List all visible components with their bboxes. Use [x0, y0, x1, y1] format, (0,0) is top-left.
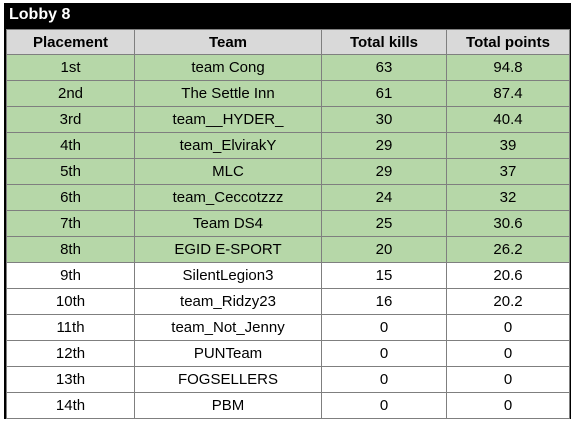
placement-cell: 12th: [6, 340, 135, 367]
team-cell: team Cong: [134, 54, 322, 81]
table-row: 9th SilentLegion3 15 20.6: [6, 262, 570, 289]
table-row: 1st team Cong 63 94.8: [6, 54, 570, 81]
points-cell: 26.2: [446, 236, 570, 263]
placement-cell: 2nd: [6, 80, 135, 107]
team-cell: team_Ceccotzzz: [134, 184, 322, 211]
team-cell: PBM: [134, 392, 322, 419]
table-row: 10th team_Ridzy23 16 20.2: [6, 288, 570, 315]
placement-cell: 4th: [6, 132, 135, 159]
column-header-total-kills: Total kills: [321, 29, 447, 55]
lobby-title: Lobby 8: [9, 6, 71, 23]
table-row: 14th PBM 0 0: [6, 392, 570, 419]
column-header-total-points: Total points: [446, 29, 570, 55]
placement-cell: 10th: [6, 288, 135, 315]
team-cell: FOGSELLERS: [134, 366, 322, 393]
placement-cell: 7th: [6, 210, 135, 237]
column-header-placement: Placement: [6, 29, 135, 55]
column-header-team: Team: [134, 29, 322, 55]
points-cell: 30.6: [446, 210, 570, 237]
points-cell: 32: [446, 184, 570, 211]
table-row: 4th team_ElvirakY 29 39: [6, 132, 570, 159]
kills-cell: 25: [321, 210, 447, 237]
team-cell: PUNTeam: [134, 340, 322, 367]
points-cell: 87.4: [446, 80, 570, 107]
points-cell: 39: [446, 132, 570, 159]
table-row: 8th EGID E-SPORT 20 26.2: [6, 236, 570, 263]
team-cell: team_Not_Jenny: [134, 314, 322, 341]
team-cell: SilentLegion3: [134, 262, 322, 289]
points-cell: 0: [446, 340, 570, 367]
team-cell: MLC: [134, 158, 322, 185]
table-row: 5th MLC 29 37: [6, 158, 570, 185]
points-cell: 0: [446, 392, 570, 419]
lobby-standings-panel: Lobby 8 Placement Team Total kills Total…: [4, 3, 571, 419]
points-cell: 0: [446, 314, 570, 341]
kills-cell: 16: [321, 288, 447, 315]
placement-cell: 11th: [6, 314, 135, 341]
placement-cell: 13th: [6, 366, 135, 393]
placement-cell: 1st: [6, 54, 135, 81]
points-cell: 20.6: [446, 262, 570, 289]
placement-cell: 3rd: [6, 106, 135, 133]
team-cell: EGID E-SPORT: [134, 236, 322, 263]
team-cell: team_ElvirakY: [134, 132, 322, 159]
points-cell: 94.8: [446, 54, 570, 81]
team-cell: team_Ridzy23: [134, 288, 322, 315]
team-cell: Team DS4: [134, 210, 322, 237]
placement-cell: 8th: [6, 236, 135, 263]
kills-cell: 61: [321, 80, 447, 107]
kills-cell: 0: [321, 314, 447, 341]
placement-cell: 5th: [6, 158, 135, 185]
kills-cell: 63: [321, 54, 447, 81]
kills-cell: 15: [321, 262, 447, 289]
table-row: 7th Team DS4 25 30.6: [6, 210, 570, 237]
standings-table: Placement Team Total kills Total points …: [6, 29, 570, 419]
kills-cell: 20: [321, 236, 447, 263]
table-row: 13th FOGSELLERS 0 0: [6, 366, 570, 393]
team-cell: The Settle Inn: [134, 80, 322, 107]
placement-cell: 14th: [6, 392, 135, 419]
kills-cell: 24: [321, 184, 447, 211]
table-row: 3rd team__HYDER_ 30 40.4: [6, 106, 570, 133]
points-cell: 37: [446, 158, 570, 185]
points-cell: 40.4: [446, 106, 570, 133]
placement-cell: 6th: [6, 184, 135, 211]
table-row: 2nd The Settle Inn 61 87.4: [6, 80, 570, 107]
table-row: 6th team_Ceccotzzz 24 32: [6, 184, 570, 211]
table-header-row: Placement Team Total kills Total points: [6, 29, 570, 55]
table-row: 12th PUNTeam 0 0: [6, 340, 570, 367]
kills-cell: 0: [321, 366, 447, 393]
kills-cell: 30: [321, 106, 447, 133]
placement-cell: 9th: [6, 262, 135, 289]
kills-cell: 29: [321, 132, 447, 159]
points-cell: 0: [446, 366, 570, 393]
kills-cell: 0: [321, 340, 447, 367]
kills-cell: 29: [321, 158, 447, 185]
table-row: 11th team_Not_Jenny 0 0: [6, 314, 570, 341]
kills-cell: 0: [321, 392, 447, 419]
team-cell: team__HYDER_: [134, 106, 322, 133]
points-cell: 20.2: [446, 288, 570, 315]
